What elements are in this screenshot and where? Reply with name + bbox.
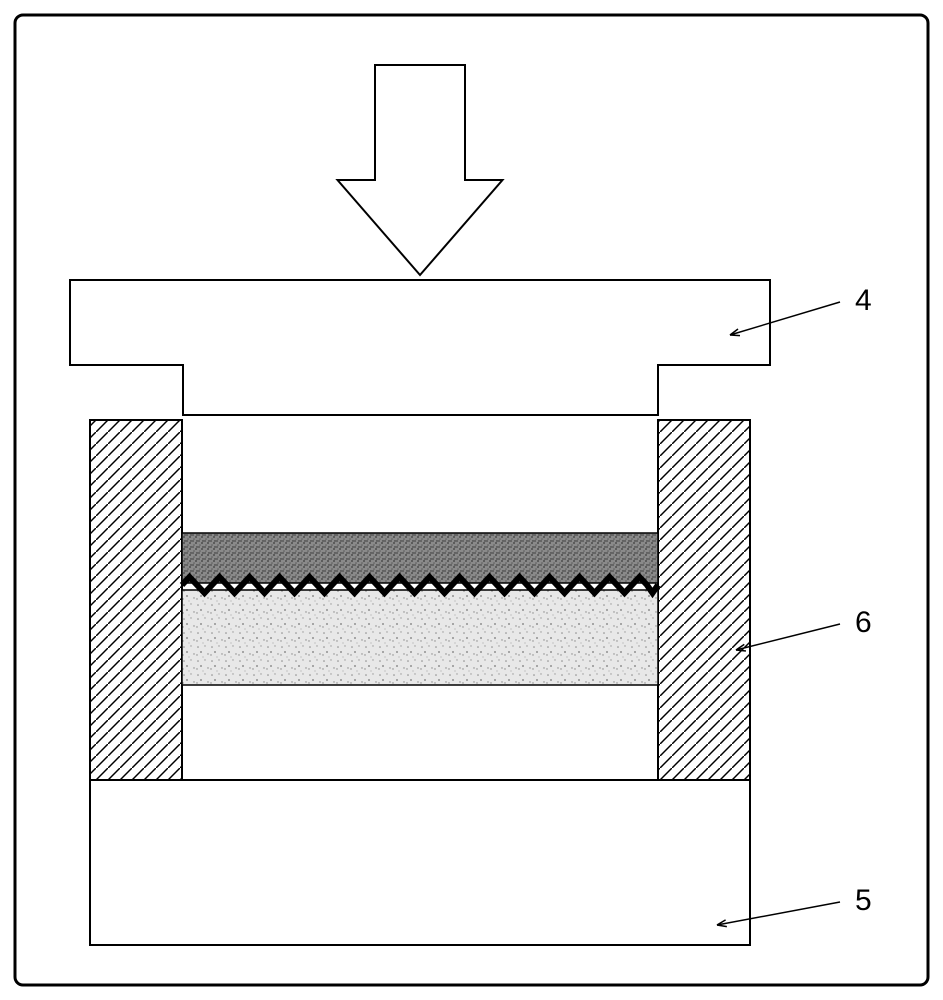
upper-material-layer bbox=[182, 533, 658, 583]
force-arrow bbox=[338, 65, 503, 275]
lower-die bbox=[90, 780, 750, 945]
die-wall-right bbox=[658, 420, 750, 780]
callout-label: 6 bbox=[855, 606, 872, 639]
die-wall-left bbox=[90, 420, 182, 780]
lower-material-layer bbox=[182, 590, 658, 685]
diagram-canvas: 4 6 5 bbox=[0, 0, 943, 1000]
callout-label: 4 bbox=[855, 284, 872, 317]
callout-label: 5 bbox=[855, 884, 872, 917]
upper-die bbox=[70, 280, 770, 415]
